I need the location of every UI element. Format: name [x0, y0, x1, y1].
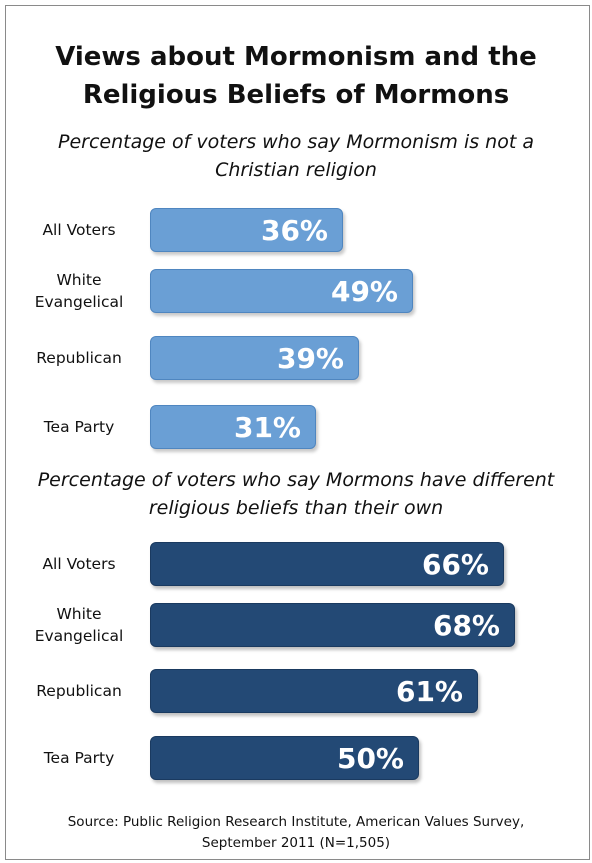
category-label: Tea Party — [20, 416, 138, 438]
category-label: All Voters — [20, 219, 138, 241]
chart-title-line2: Religious Beliefs of Mormons — [82, 80, 510, 110]
bar: 50% — [150, 736, 419, 780]
bar-value-label: 36% — [260, 213, 328, 247]
bar: 61% — [150, 669, 478, 713]
bar-value-label: 68% — [432, 608, 500, 642]
panel1-subtitle: Percentage of voters who say Mormonism i… — [20, 128, 572, 184]
category-label-line1: White — [56, 271, 102, 289]
category-label-line1: All Voters — [42, 555, 116, 573]
bar: 49% — [150, 269, 413, 313]
source-line2: September 2011 (N=1,505) — [201, 835, 391, 851]
bar-value-label: 31% — [233, 410, 301, 444]
bar-value-label: 50% — [336, 741, 404, 775]
panel1-subtitle-line2: Christian religion — [215, 159, 377, 181]
bar: 36% — [150, 208, 343, 252]
source-note: Source: Public Religion Research Institu… — [20, 812, 572, 854]
category-label-line1: Republican — [36, 349, 122, 367]
category-label: White Evangelical — [20, 269, 138, 313]
category-label: Republican — [20, 680, 138, 702]
panel2-subtitle-line1: Percentage of voters who say Mormons hav… — [37, 469, 555, 491]
category-label: White Evangelical — [20, 603, 138, 647]
chart-title-line1: Views about Mormonism and the — [55, 42, 537, 72]
bar-value-label: 66% — [421, 547, 489, 581]
category-label: Tea Party — [20, 747, 138, 769]
chart-title: Views about Mormonism and the Religious … — [0, 38, 592, 114]
panel1-subtitle-line1: Percentage of voters who say Mormonism i… — [58, 131, 534, 153]
bar-value-label: 39% — [276, 341, 344, 375]
category-label-line1: Republican — [36, 682, 122, 700]
panel2-subtitle: Percentage of voters who say Mormons hav… — [20, 466, 572, 522]
category-label: Republican — [20, 347, 138, 369]
category-label-line1: Tea Party — [43, 418, 115, 436]
source-line1: Source: Public Religion Research Institu… — [67, 814, 525, 830]
panel2-subtitle-line2: religious beliefs than their own — [148, 497, 444, 519]
category-label-line1: White — [56, 605, 102, 623]
category-label-line2: Evangelical — [34, 293, 124, 311]
category-label-line1: All Voters — [42, 221, 116, 239]
bar: 31% — [150, 405, 316, 449]
bar-value-label: 49% — [330, 274, 398, 308]
category-label-line2: Evangelical — [34, 627, 124, 645]
category-label-line1: Tea Party — [43, 749, 115, 767]
bar-value-label: 61% — [395, 674, 463, 708]
bar: 39% — [150, 336, 359, 380]
bar: 68% — [150, 603, 515, 647]
bar: 66% — [150, 542, 504, 586]
category-label: All Voters — [20, 553, 138, 575]
